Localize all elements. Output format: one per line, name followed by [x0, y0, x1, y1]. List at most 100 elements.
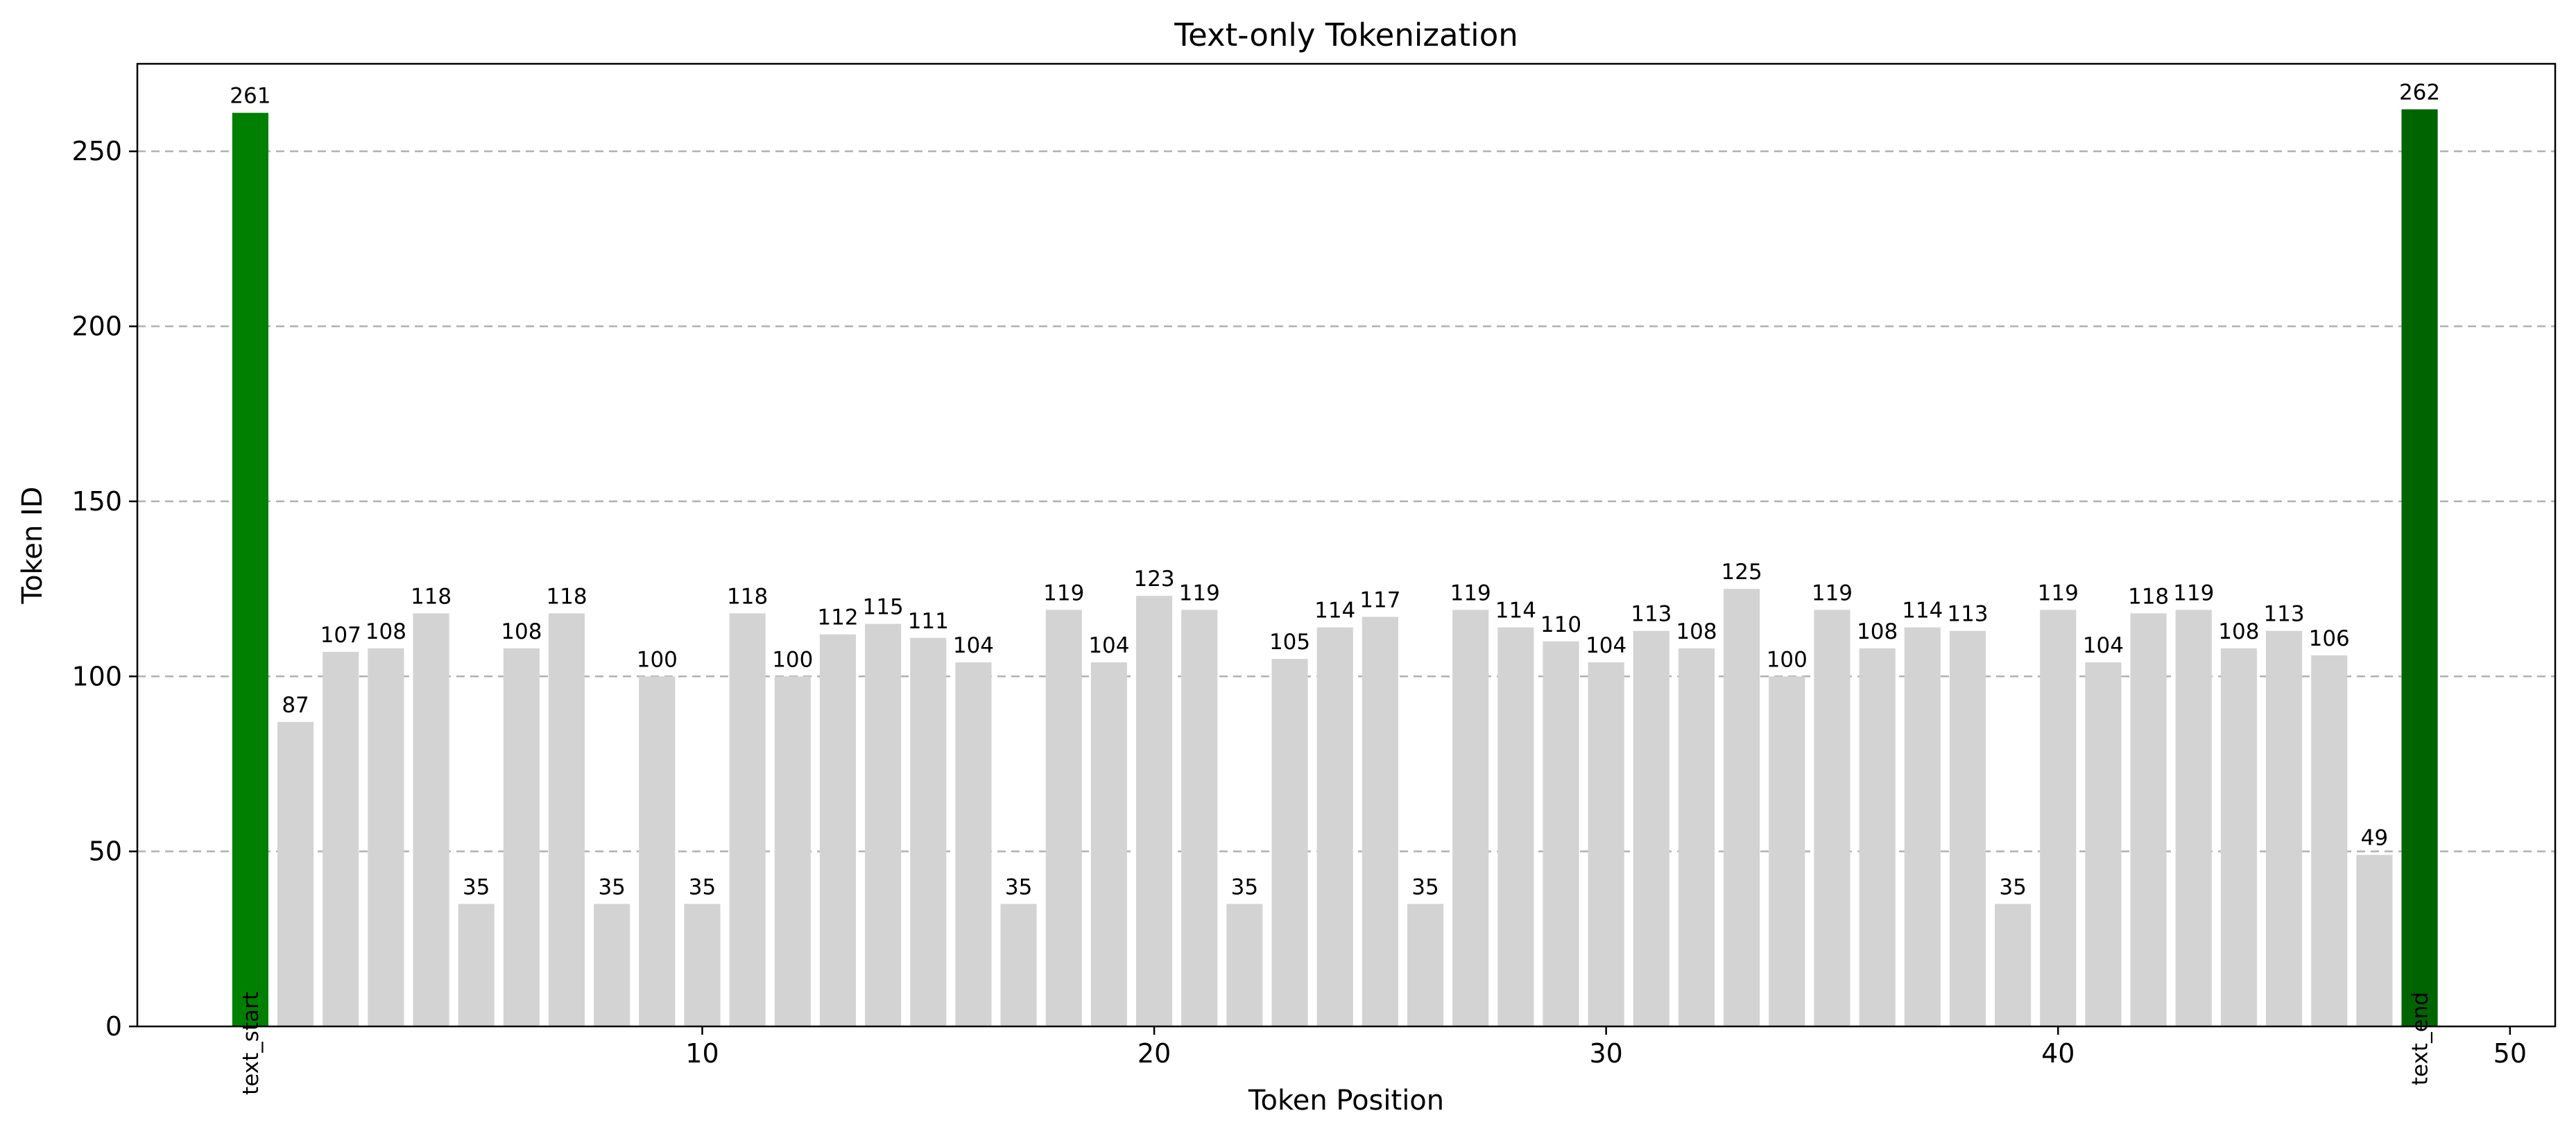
- bar: [639, 676, 676, 1026]
- bar-value-label: 108: [2218, 619, 2259, 644]
- bar-value-label: 112: [817, 605, 858, 630]
- bar-value-label: 119: [1812, 580, 1853, 605]
- x-tick-label: 30: [1589, 1038, 1622, 1069]
- bar-value-label: 108: [1676, 619, 1717, 644]
- bar-value-label: 100: [637, 647, 678, 672]
- bar: [1588, 662, 1624, 1026]
- bar-value-label: 107: [320, 623, 361, 648]
- x-tick-label: 50: [2493, 1038, 2527, 1069]
- bar-value-label: 104: [1586, 633, 1626, 658]
- bar: [1904, 627, 1941, 1026]
- bar-value-label: 100: [772, 647, 813, 672]
- y-tick-label: 250: [71, 136, 122, 166]
- bar: [1769, 676, 1805, 1026]
- bar-value-label: 262: [2399, 80, 2440, 105]
- bar: [1497, 627, 1534, 1026]
- bar: [1226, 904, 1263, 1026]
- bar-value-label: 100: [1767, 647, 1808, 672]
- bar: [503, 648, 540, 1026]
- bar: [277, 721, 314, 1026]
- bar-value-label: 104: [953, 633, 994, 658]
- x-axis-label: Token Position: [1248, 1085, 1444, 1117]
- x-ticks: 10 20 30 40 50: [685, 1026, 2527, 1069]
- bar-value-label: 108: [366, 619, 406, 644]
- bar: [323, 651, 359, 1026]
- bar-value-label: 110: [1540, 612, 1581, 637]
- bar-value-label: 119: [1450, 580, 1491, 605]
- bar: [1362, 617, 1398, 1026]
- bars: [232, 109, 2438, 1027]
- bar: [232, 112, 268, 1026]
- bar: [2265, 630, 2303, 1026]
- bar: [1949, 630, 1986, 1026]
- bar-value-label: 119: [2038, 580, 2079, 605]
- x-tick-label: 10: [685, 1038, 719, 1069]
- bar: [2085, 662, 2122, 1026]
- bar-value-label: 104: [2083, 633, 2124, 658]
- bar: [1678, 648, 1715, 1026]
- bar-value-label: 118: [546, 584, 587, 609]
- bar-value-label: 114: [1495, 599, 1536, 623]
- bar-value-label: 35: [1411, 875, 1439, 900]
- bar-value-label: 35: [598, 875, 625, 900]
- bar: [548, 613, 585, 1026]
- bar: [865, 623, 902, 1026]
- bar: [2220, 648, 2257, 1026]
- bar: [1045, 610, 1082, 1026]
- bar-value-label: 111: [908, 609, 949, 634]
- bar-value-label: 49: [2361, 826, 2388, 851]
- bar: [729, 613, 766, 1026]
- bar-value-label: 113: [1631, 602, 1672, 627]
- bar-value-label: 118: [727, 584, 768, 609]
- bar: [1724, 589, 1760, 1026]
- bar: [1452, 610, 1489, 1026]
- bar-value-label: 119: [1043, 580, 1084, 605]
- bar: [2356, 854, 2393, 1026]
- bar: [1181, 610, 1218, 1026]
- plot-frame: [136, 62, 2557, 1028]
- bar-value-label: 123: [1133, 567, 1174, 592]
- y-axis-label: Token ID: [17, 486, 49, 604]
- bar-value-label: 104: [1088, 633, 1129, 658]
- bar: [1136, 596, 1173, 1026]
- bar-value-label: 118: [2128, 584, 2169, 609]
- bar-value-label: 87: [282, 693, 309, 718]
- bar-value-label: 35: [1005, 875, 1032, 900]
- bar: [368, 648, 404, 1026]
- bar-value-label: 35: [463, 875, 490, 900]
- bar-value-label: 113: [2263, 602, 2304, 627]
- chart-title: Text-only Tokenization: [1174, 17, 1518, 53]
- bar-value-label: 114: [1314, 599, 1355, 623]
- bar: [458, 904, 495, 1026]
- bar: [2401, 109, 2438, 1027]
- bar-value-label: 118: [411, 584, 452, 609]
- bar: [1000, 904, 1037, 1026]
- bar-value-label: 35: [1231, 875, 1258, 900]
- bar: [1633, 630, 1669, 1026]
- x-tick-label: 40: [2041, 1038, 2075, 1069]
- bar-value-label: 113: [1947, 602, 1988, 627]
- bar-value-label: 119: [2173, 580, 2214, 605]
- bar: [1543, 641, 1579, 1026]
- bar-value-label: 108: [1857, 619, 1898, 644]
- bar-value-label: 35: [689, 875, 716, 900]
- bar: [1090, 662, 1127, 1026]
- bar: [1814, 610, 1851, 1026]
- bar: [1271, 659, 1308, 1026]
- bar: [2175, 610, 2212, 1026]
- special-token-label: text_end: [2408, 992, 2433, 1085]
- bar-value-label: 125: [1721, 560, 1762, 585]
- bar: [1316, 627, 1353, 1026]
- bar: [684, 904, 721, 1026]
- bar: [594, 904, 630, 1026]
- bar: [2311, 655, 2348, 1026]
- y-tick-label: 100: [71, 661, 122, 691]
- bar: [1995, 904, 2032, 1026]
- y-tick-label: 0: [105, 1011, 122, 1042]
- bar-value-label: 114: [1902, 599, 1943, 623]
- bar-value-label: 115: [863, 595, 904, 620]
- bar-value-label: 117: [1359, 587, 1400, 612]
- y-tick-label: 50: [89, 836, 122, 867]
- x-tick-label: 20: [1137, 1038, 1171, 1069]
